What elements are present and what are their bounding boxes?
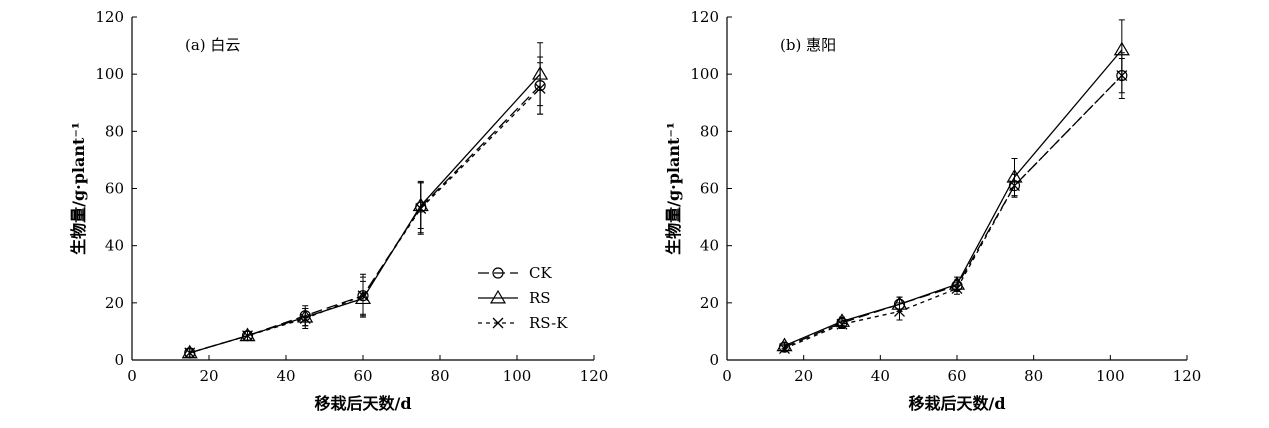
- x-tick-label: 60: [947, 367, 966, 385]
- data-point-rs-k: [951, 283, 963, 295]
- legend-marker-rs-k: [492, 317, 504, 329]
- data-point-rs-k: [299, 313, 311, 325]
- x-tick-label: 60: [353, 367, 372, 385]
- data-point-rs-k: [415, 203, 427, 214]
- y-tick-label: 40: [105, 237, 124, 255]
- series-line-rs: [189, 73, 541, 354]
- x-tick-label: 20: [199, 367, 218, 385]
- y-axis-title: 生物量/g·plant⁻¹: [664, 122, 683, 255]
- legend-label-rs: RS: [529, 289, 551, 307]
- series-line-rs-k: [784, 75, 1123, 350]
- x-axis-title: 移栽后天数/d: [908, 394, 1005, 413]
- legend-label-rs-k: RS-K: [529, 314, 568, 332]
- data-point-rs-k: [184, 347, 196, 359]
- series-ck: [778, 52, 1128, 353]
- legend-label-ck: CK: [529, 264, 552, 282]
- data-point-rs-k: [357, 290, 369, 302]
- series-line-ck: [189, 85, 541, 354]
- y-tick-label: 60: [105, 180, 124, 198]
- y-tick-label: 20: [105, 294, 124, 312]
- x-tick-label: 20: [794, 367, 813, 385]
- data-point-rs-k: [1116, 70, 1128, 82]
- y-tick-label: 80: [105, 122, 124, 140]
- data-point-rs: [239, 327, 256, 342]
- data-point-rs-k: [836, 318, 848, 330]
- y-tick-label: 100: [95, 65, 124, 83]
- panel-title: (b) 惠阳: [780, 36, 836, 54]
- data-point-rs: [1113, 41, 1130, 56]
- series-rs: [181, 42, 549, 359]
- y-tick-label: 120: [690, 8, 719, 26]
- y-tick-label: 40: [700, 237, 719, 255]
- series-line-ck: [784, 75, 1123, 348]
- data-point-rs-k: [534, 82, 546, 94]
- y-tick-label: 0: [114, 351, 124, 369]
- series-rs-k: [779, 57, 1128, 355]
- x-tick-label: 100: [1096, 367, 1125, 385]
- data-point-rs-k: [779, 343, 790, 355]
- chart-panel-a: 0 20 40 60 80 100 120 0 20 40 60 80 100 120 移栽后天数/d 生物量…: [69, 8, 608, 413]
- data-point-rs-k: [894, 305, 905, 317]
- legend-marker-rs: [489, 289, 507, 304]
- x-tick-label: 0: [127, 367, 137, 385]
- panel-title: (a) 白云: [185, 36, 240, 54]
- data-point-rs-k: [242, 330, 253, 342]
- data-point-rs-k: [1009, 180, 1020, 192]
- legend: CK RS RS-K: [478, 264, 568, 332]
- x-tick-label: 0: [722, 367, 732, 385]
- x-axis-title: 移栽后天数/d: [314, 394, 411, 413]
- y-tick-label: 20: [700, 294, 719, 312]
- y-tick-label: 100: [690, 65, 719, 83]
- legend-marker-ck: [492, 267, 504, 279]
- x-tick-label: 100: [503, 367, 532, 385]
- y-tick-label: 0: [709, 351, 719, 369]
- series-line-rs: [784, 49, 1123, 347]
- series-rs-k: [184, 62, 546, 359]
- x-tick-label: 120: [580, 367, 609, 385]
- series-ck: [184, 56, 546, 359]
- series-rs: [776, 19, 1130, 352]
- y-axis-title: 生物量/g·plant⁻¹: [69, 122, 88, 255]
- y-tick-label: 120: [95, 8, 124, 26]
- chart-panel-b: 0 20 40 60 80 100 120 0 20 40 60 80 100 120 移栽后天数/d 生物量…: [664, 8, 1201, 413]
- x-tick-label: 120: [1173, 367, 1202, 385]
- x-tick-label: 80: [1024, 367, 1043, 385]
- x-tick-label: 80: [430, 367, 449, 385]
- y-tick-label: 60: [700, 180, 719, 198]
- x-tick-label: 40: [276, 367, 295, 385]
- y-tick-label: 80: [700, 122, 719, 140]
- x-tick-label: 40: [871, 367, 890, 385]
- series-line-rs-k: [189, 88, 541, 354]
